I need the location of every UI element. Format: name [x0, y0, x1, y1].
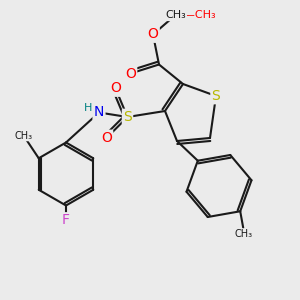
- Text: CH₃: CH₃: [165, 10, 186, 20]
- Text: S: S: [212, 89, 220, 103]
- Text: O: O: [126, 67, 135, 80]
- Text: O: O: [148, 28, 158, 41]
- Text: O: O: [101, 131, 112, 145]
- Text: S: S: [123, 110, 132, 124]
- Text: F: F: [62, 214, 70, 227]
- Text: N: N: [94, 106, 104, 119]
- Text: O—CH₃: O—CH₃: [176, 10, 216, 20]
- Text: O: O: [148, 28, 158, 41]
- Text: CH₃: CH₃: [15, 131, 33, 141]
- Text: H: H: [83, 103, 92, 113]
- Text: O: O: [110, 82, 121, 95]
- Text: O: O: [125, 67, 136, 80]
- Text: CH₃: CH₃: [234, 229, 252, 239]
